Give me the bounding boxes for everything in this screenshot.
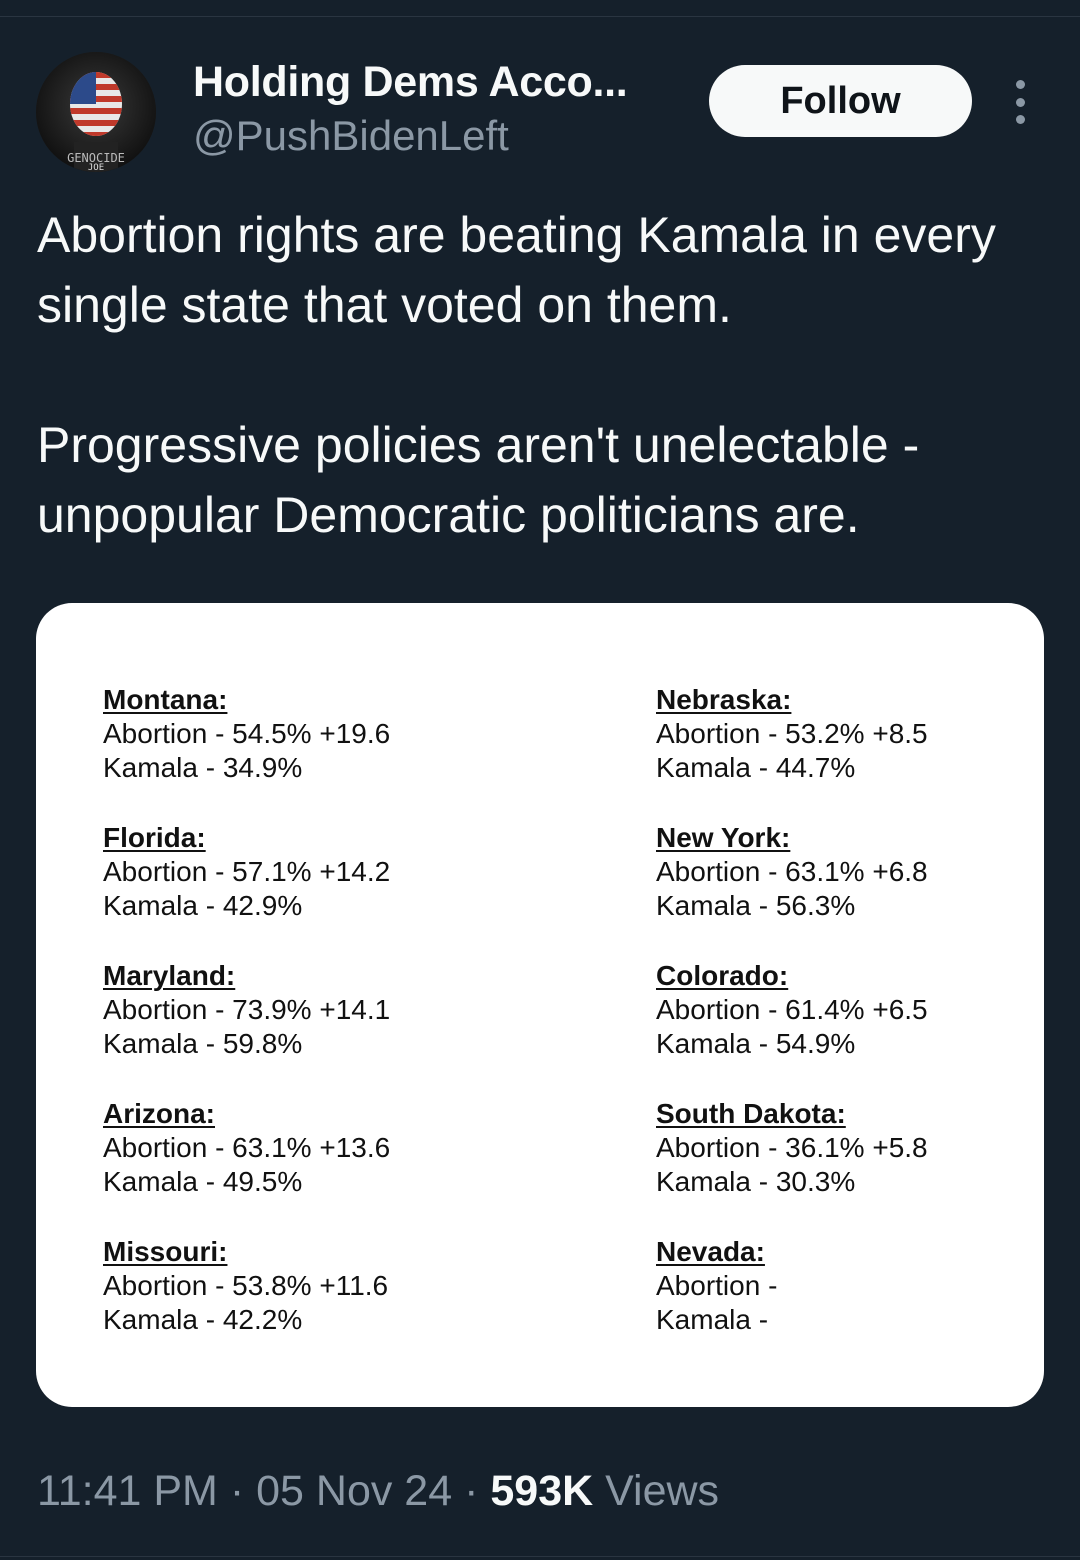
views-label[interactable]: Views bbox=[605, 1467, 720, 1515]
bottom-divider bbox=[0, 1556, 1080, 1557]
kamala-result: Kamala - 42.9% bbox=[103, 890, 303, 921]
state-block: Nebraska: Abortion - 53.2% +8.5 Kamala -… bbox=[656, 683, 928, 784]
state-name: Missouri: bbox=[103, 1236, 228, 1267]
state-block: Montana: Abortion - 54.5% +19.6 Kamala -… bbox=[103, 683, 390, 784]
svg-text:GENOCIDE: GENOCIDE bbox=[67, 151, 125, 165]
state-block: South Dakota: Abortion - 36.1% +5.8 Kama… bbox=[656, 1097, 928, 1198]
kamala-result: Kamala - 44.7% bbox=[656, 752, 856, 783]
abortion-result: Abortion - 54.5% +19.6 bbox=[103, 718, 391, 749]
state-name: Nevada: bbox=[656, 1236, 765, 1267]
top-divider bbox=[0, 16, 1080, 17]
state-block: Florida: Abortion - 57.1% +14.2 Kamala -… bbox=[103, 821, 390, 922]
kamala-result: Kamala - 42.2% bbox=[103, 1304, 303, 1335]
kamala-result: Kamala - 54.9% bbox=[656, 1028, 856, 1059]
tweet-paragraph: Abortion rights are beating Kamala in ev… bbox=[37, 207, 996, 333]
state-block: Arizona: Abortion - 63.1% +13.6 Kamala -… bbox=[103, 1097, 390, 1198]
state-block: Nevada: Abortion - Kamala - bbox=[656, 1235, 928, 1336]
abortion-result: Abortion - 63.1% +6.8 bbox=[656, 856, 928, 887]
kamala-result: Kamala - 34.9% bbox=[103, 752, 303, 783]
state-block: Maryland: Abortion - 73.9% +14.1 Kamala … bbox=[103, 959, 390, 1060]
abortion-result: Abortion - 57.1% +14.2 bbox=[103, 856, 391, 887]
kamala-result: Kamala - 30.3% bbox=[656, 1166, 856, 1197]
state-name: Florida: bbox=[103, 822, 206, 853]
tweet-metadata: 11:41 PM · 05 Nov 24 · 593K Views bbox=[37, 1467, 719, 1516]
svg-text:JOE: JOE bbox=[88, 163, 104, 172]
avatar[interactable]: GENOCIDE JOE bbox=[36, 52, 156, 172]
abortion-result: Abortion - 63.1% +13.6 bbox=[103, 1132, 391, 1163]
tweet-date[interactable]: 05 Nov 24 bbox=[256, 1467, 453, 1515]
separator-dot: · bbox=[464, 1467, 479, 1515]
more-vertical-icon[interactable] bbox=[1006, 80, 1034, 124]
state-block: Colorado: Abortion - 61.4% +6.5 Kamala -… bbox=[656, 959, 928, 1060]
attached-image[interactable]: Montana: Abortion - 54.5% +19.6 Kamala -… bbox=[36, 603, 1044, 1407]
abortion-result: Abortion - bbox=[656, 1270, 778, 1301]
tweet-time[interactable]: 11:41 PM bbox=[37, 1467, 218, 1515]
kamala-result: Kamala - 49.5% bbox=[103, 1166, 303, 1197]
state-name: Colorado: bbox=[656, 960, 789, 991]
separator-dot: · bbox=[229, 1467, 245, 1515]
abortion-result: Abortion - 53.8% +11.6 bbox=[103, 1270, 389, 1301]
author-name[interactable]: Holding Dems Acco... bbox=[193, 58, 628, 106]
author-handle[interactable]: @PushBidenLeft bbox=[193, 112, 509, 159]
kamala-result: Kamala - 56.3% bbox=[656, 890, 856, 921]
state-name: New York: bbox=[656, 822, 791, 853]
state-name: Nebraska: bbox=[656, 684, 792, 715]
state-block: New York: Abortion - 63.1% +6.8 Kamala -… bbox=[656, 821, 928, 922]
kamala-result: Kamala - bbox=[656, 1304, 769, 1335]
kamala-result: Kamala - 59.8% bbox=[103, 1028, 303, 1059]
state-name: Maryland: bbox=[103, 960, 236, 991]
state-name: South Dakota: bbox=[656, 1098, 846, 1129]
abortion-result: Abortion - 73.9% +14.1 bbox=[103, 994, 391, 1025]
state-block: Missouri: Abortion - 53.8% +11.6 Kamala … bbox=[103, 1235, 390, 1336]
state-name: Montana: bbox=[103, 684, 228, 715]
abortion-result: Abortion - 53.2% +8.5 bbox=[656, 718, 928, 749]
abortion-result: Abortion - 61.4% +6.5 bbox=[656, 994, 928, 1025]
abortion-result: Abortion - 36.1% +5.8 bbox=[656, 1132, 928, 1163]
card-column-right: Nebraska: Abortion - 53.2% +8.5 Kamala -… bbox=[656, 683, 928, 1373]
card-column-left: Montana: Abortion - 54.5% +19.6 Kamala -… bbox=[103, 683, 390, 1373]
follow-button[interactable]: Follow bbox=[709, 65, 972, 137]
tweet-paragraph: Progressive policies aren't unelectable … bbox=[37, 417, 920, 543]
avatar-image: GENOCIDE JOE bbox=[36, 52, 156, 172]
state-name: Arizona: bbox=[103, 1098, 215, 1129]
views-count[interactable]: 593K bbox=[490, 1467, 594, 1515]
tweet-text: Abortion rights are beating Kamala in ev… bbox=[37, 200, 1047, 550]
